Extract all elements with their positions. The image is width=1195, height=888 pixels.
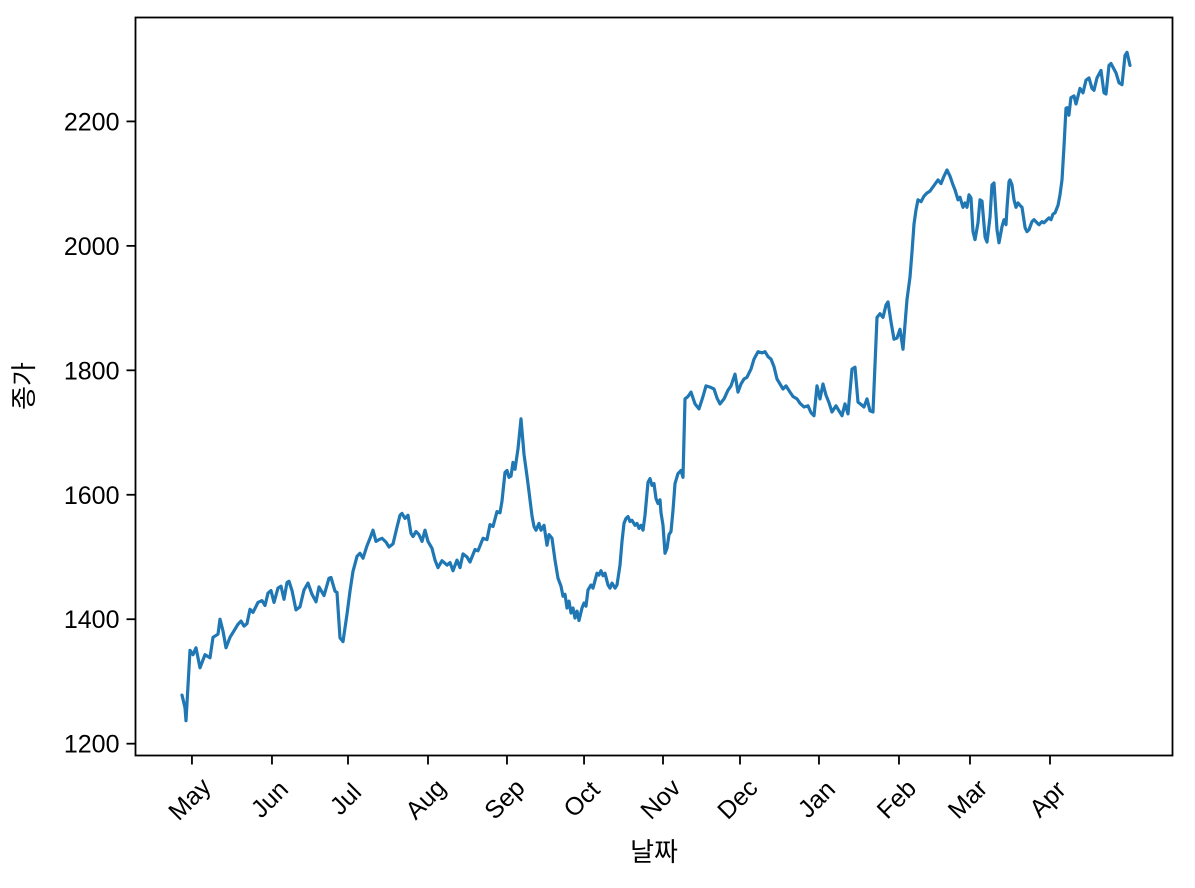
x-tick-label: Oct: [558, 776, 605, 823]
y-axis-ticks: 1200 1400 1600 1800 2000 2200: [64, 108, 136, 759]
x-tick-label: Jun: [246, 775, 294, 823]
y-tick-label: 1200: [64, 731, 120, 759]
x-tick-label: Apr: [1024, 776, 1071, 823]
y-tick-label: 2000: [64, 233, 120, 261]
x-tick-label: Jul: [325, 778, 367, 820]
x-tick-label: Jan: [793, 775, 841, 823]
x-axis-label: 날짜: [630, 837, 678, 867]
x-tick-label: Mar: [943, 774, 993, 824]
y-axis-label: 종가: [9, 362, 39, 410]
x-tick-label: May: [163, 772, 217, 826]
x-tick-label: Sep: [479, 774, 530, 825]
y-tick-label: 1400: [64, 606, 120, 634]
plot-border: [134, 16, 1174, 757]
x-tick-label: Feb: [872, 774, 922, 824]
x-tick-label: Dec: [712, 774, 763, 825]
price-line: [180, 50, 1132, 723]
y-tick-label: 1800: [64, 357, 120, 385]
x-axis-ticks: May Jun Jul Aug Sep Oct Nov Dec Jan Feb Mar Apr: [163, 755, 1072, 826]
x-tick-label: Aug: [400, 774, 451, 825]
y-tick-label: 2200: [64, 108, 120, 136]
x-tick-label: Nov: [635, 773, 687, 825]
y-tick-label: 1600: [64, 482, 120, 510]
